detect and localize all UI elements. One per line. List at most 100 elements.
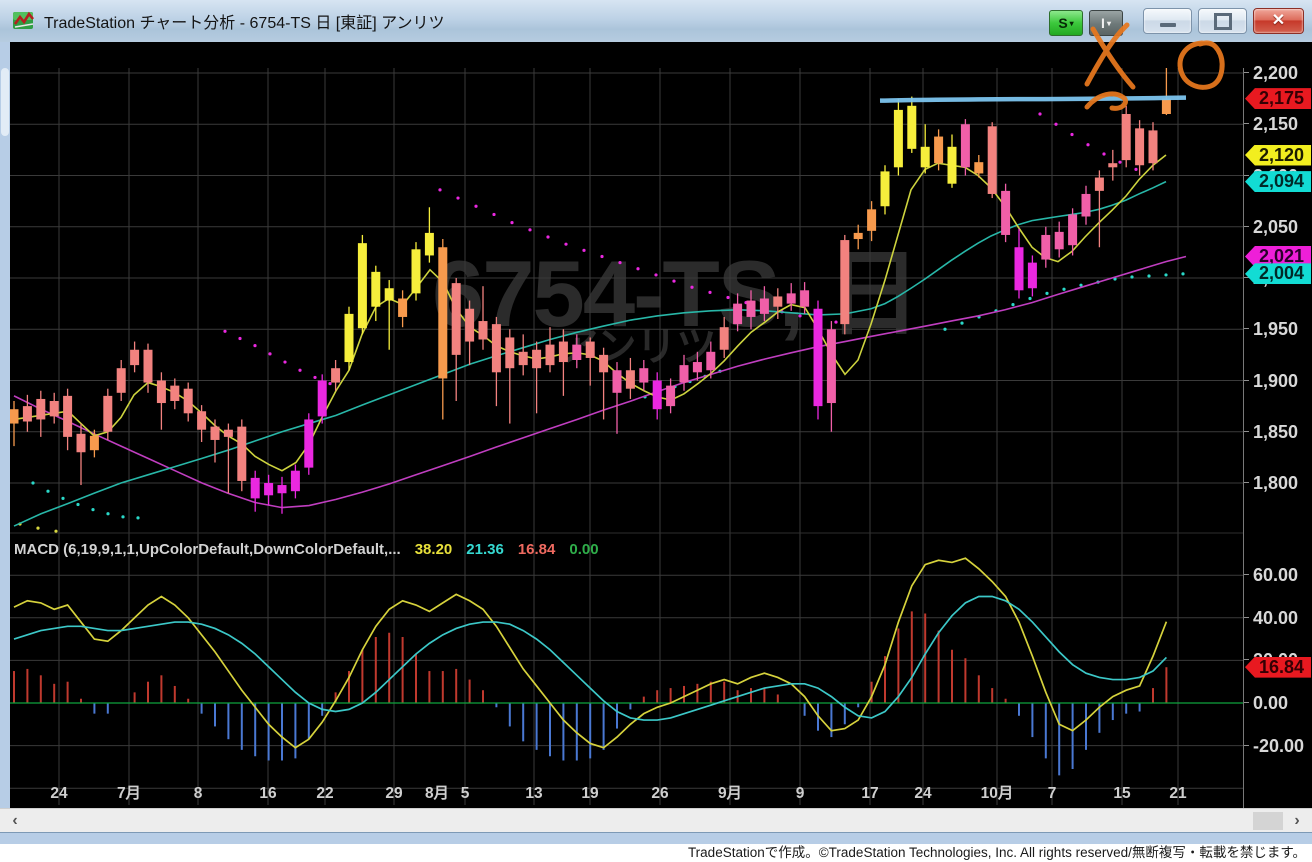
candle-body (1001, 190, 1011, 235)
price-axis-label: 1,850 (1244, 421, 1312, 443)
candle-body (947, 146, 957, 184)
x-axis-label: 16 (259, 785, 277, 802)
scroll-left-arrow[interactable]: ‹ (12, 812, 18, 829)
indicator-button[interactable]: I ▾ (1089, 10, 1123, 36)
chart-background (10, 42, 1312, 808)
macd-indicator-label: MACD (6,19,9,1,1,UpColorDefault,DownColo… (14, 541, 401, 558)
yellow-band-dot (54, 529, 58, 533)
candle-body (867, 209, 877, 231)
axis-value-badge: 2,120 (1245, 144, 1311, 166)
maximize-icon (1213, 12, 1232, 30)
candle-body (572, 344, 582, 360)
magenta-band-dot (492, 212, 496, 217)
axis-value-badge: 16.84 (1245, 656, 1311, 678)
candle-body (451, 283, 461, 355)
magenta-band-dot (313, 375, 317, 380)
candle-body (987, 126, 997, 194)
macd-value-readout: 21.36 (466, 541, 504, 558)
candle-body (1121, 114, 1131, 161)
candle-body (960, 124, 970, 168)
magenta-band-dot (1134, 167, 1138, 171)
x-axis-label: 19 (581, 785, 599, 802)
candle-body (237, 426, 247, 481)
vertical-scrollbar[interactable] (0, 42, 10, 808)
chart-canvas[interactable]: 24 7月 8 16 22 29 8月 5 13 19 26 9月 9 17 24 10月 7 15 21 (10, 68, 1243, 808)
macd-value-readout: 0.00 (569, 541, 599, 558)
price-axis-label: 1,950 (1244, 318, 1312, 340)
horizontal-scrollbar-thumb[interactable] (1253, 812, 1283, 830)
candle-body (639, 368, 649, 383)
candle-body (264, 483, 274, 496)
candle-body (706, 351, 716, 371)
candle-body (1161, 98, 1171, 114)
cyan-band-dot (960, 321, 964, 325)
cyan-band-dot (1079, 283, 1083, 287)
candle-body (974, 162, 984, 174)
x-axis-label: 26 (651, 785, 669, 802)
macd-axis-label: 40.00 (1244, 607, 1312, 629)
maximize-button[interactable] (1198, 8, 1247, 34)
candle-body (853, 232, 863, 240)
macd-axis-label: -20.00 (1244, 735, 1312, 757)
candle-body (277, 485, 287, 494)
candle-body (625, 370, 635, 389)
resistance-trendline[interactable] (879, 95, 1187, 103)
candle-body (800, 290, 810, 307)
candle-body (1068, 214, 1078, 246)
candle-body (786, 293, 796, 304)
candle-body (759, 298, 769, 314)
candle-body (1148, 130, 1158, 164)
cyan-band-dot (1164, 273, 1168, 277)
scroll-right-arrow[interactable]: › (1294, 812, 1300, 829)
x-axis-label: 17 (861, 785, 878, 802)
cyan-band-dot (1113, 277, 1117, 281)
candle-body (49, 401, 59, 417)
candle-body (384, 288, 394, 301)
candle-body (719, 327, 729, 350)
title-bar[interactable]: TradeStation チャート分析 - 6754-TS 日 [東証] アンリ… (0, 0, 1312, 43)
magenta-band-dot (474, 204, 478, 208)
cyan-band-dot (1028, 296, 1032, 301)
candle-body (1081, 193, 1091, 217)
magenta-band-dot (1118, 160, 1122, 164)
macd-line (13, 557, 1168, 749)
candle-body (304, 419, 314, 468)
minimize-button[interactable] (1143, 8, 1192, 34)
axis-value-badge: 2,175 (1245, 88, 1311, 110)
candle-body (773, 296, 783, 307)
x-axis-label: 8 (194, 785, 203, 802)
candle-body (934, 136, 944, 164)
ma-slow-line (13, 255, 1187, 509)
magenta-band-dot (690, 285, 694, 289)
x-axis-label: 8月 (425, 784, 449, 802)
macd-value-readout: 38.20 (414, 541, 453, 558)
price-axis-label: 1,900 (1244, 370, 1312, 392)
candle-body (223, 429, 233, 437)
window-bottom-strip (0, 832, 1312, 845)
close-button[interactable]: ✕ (1253, 8, 1304, 34)
macd-axis-label: 60.00 (1244, 564, 1312, 586)
price-axis[interactable]: 2,2002,1502,1002,0502,0001,9501,9001,850… (1243, 63, 1312, 808)
cyan-band-dot (31, 481, 35, 485)
close-icon: ✕ (1271, 12, 1286, 29)
strategy-button[interactable]: S ▾ (1049, 10, 1083, 36)
magenta-band-dot (636, 267, 640, 271)
cyan-band-dot (91, 508, 95, 512)
magenta-band-dot (238, 336, 242, 341)
candle-body (692, 362, 702, 373)
x-axis-label: 7 (1048, 785, 1057, 802)
candle-body (438, 247, 448, 379)
x-axis-label: 15 (1113, 785, 1131, 802)
candle-body (826, 329, 836, 404)
cyan-band-dot (1045, 291, 1049, 295)
candle-body (357, 243, 367, 329)
magenta-band-dot (283, 360, 287, 364)
magenta-band-dot (253, 344, 257, 348)
candle-body (424, 232, 434, 256)
candle-body (156, 380, 166, 404)
horizontal-scrollbar[interactable]: ‹ › (0, 808, 1312, 833)
vertical-scrollbar-thumb[interactable] (1, 68, 9, 136)
cyan-band-dot (121, 515, 125, 519)
candle-body (679, 365, 689, 383)
candle-body (1135, 128, 1145, 166)
